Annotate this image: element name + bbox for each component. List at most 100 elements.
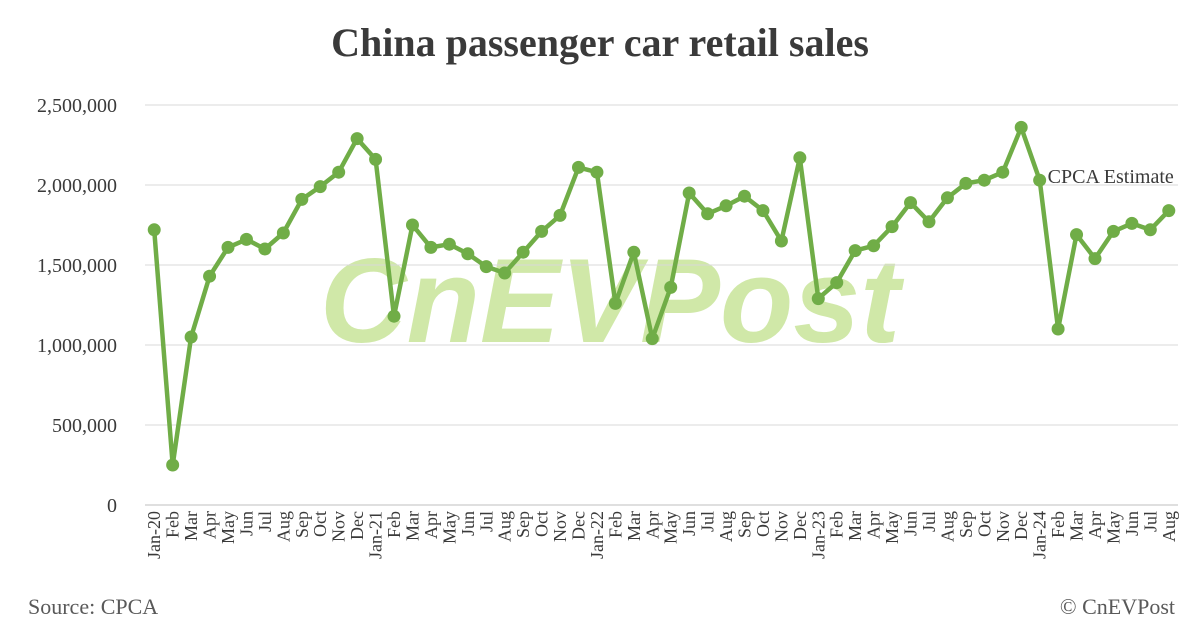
data-point xyxy=(645,332,659,346)
x-tick-label: Apr xyxy=(200,511,220,539)
y-tick-label: 500,000 xyxy=(52,415,117,437)
source-label: Source: CPCA xyxy=(28,594,158,619)
y-tick-label: 1,000,000 xyxy=(37,335,117,357)
y-tick-label: 0 xyxy=(107,495,117,517)
x-tick-label: Feb xyxy=(163,511,183,538)
x-tick-label: Nov xyxy=(771,511,791,542)
data-point xyxy=(867,239,881,253)
data-point xyxy=(1162,204,1176,218)
data-point xyxy=(479,260,493,274)
data-point xyxy=(350,132,364,146)
x-tick-label: Jul xyxy=(919,511,939,532)
data-point xyxy=(1033,173,1047,187)
x-tick-label: Feb xyxy=(384,511,404,538)
data-point xyxy=(571,160,585,174)
x-tick-label: Dec xyxy=(568,511,588,540)
data-point xyxy=(1051,322,1065,336)
data-point xyxy=(719,199,733,213)
x-tick-label: Apr xyxy=(642,511,662,539)
chart-title: China passenger car retail sales xyxy=(331,20,869,65)
x-tick-label: Aug xyxy=(273,511,293,542)
x-tick-label: Aug xyxy=(716,511,736,542)
x-tick-label: May xyxy=(218,511,238,544)
data-point xyxy=(959,176,973,190)
y-tick-label: 2,500,000 xyxy=(37,95,117,117)
x-tick-label: Apr xyxy=(1085,511,1105,539)
x-tick-label: Apr xyxy=(864,511,884,539)
x-tick-label: Oct xyxy=(753,511,773,537)
data-point xyxy=(147,223,161,237)
data-point xyxy=(295,192,309,206)
data-point xyxy=(811,292,825,306)
data-point xyxy=(553,208,567,222)
x-tick-label: Jun xyxy=(1122,511,1142,536)
x-tick-label: Feb xyxy=(827,511,847,538)
data-point xyxy=(590,165,604,179)
y-axis: 0 500,000 1,000,000 1,500,000 2,000,000 2,500… xyxy=(37,95,117,517)
x-tick-label: Mar xyxy=(845,511,865,541)
data-point xyxy=(1125,216,1139,230)
x-tick-label: Oct xyxy=(974,511,994,537)
data-point xyxy=(405,218,419,232)
x-axis: Jan-20FebMarAprMayJunJulAugSepOctNovDecJ… xyxy=(144,511,1179,559)
x-tick-label: Sep xyxy=(513,511,533,538)
data-point xyxy=(1070,228,1084,242)
x-tick-label: Nov xyxy=(993,511,1013,542)
x-tick-label: Nov xyxy=(550,511,570,542)
data-point xyxy=(535,224,549,238)
annotation-cpca-estimate: CPCA Estimate xyxy=(1048,166,1174,188)
x-tick-label: May xyxy=(439,511,459,544)
x-tick-label: Jul xyxy=(1140,511,1160,532)
data-point xyxy=(904,196,918,210)
data-point xyxy=(738,189,752,203)
data-point xyxy=(977,173,991,187)
data-point xyxy=(239,232,253,246)
x-tick-label: Jun xyxy=(679,511,699,536)
x-tick-label: Jan-21 xyxy=(366,511,386,559)
data-point xyxy=(461,247,475,261)
x-tick-label: Mar xyxy=(402,511,422,541)
x-tick-label: Mar xyxy=(181,511,201,541)
x-tick-label: Jun xyxy=(901,511,921,536)
data-point xyxy=(885,220,899,234)
x-tick-label: Feb xyxy=(1048,511,1068,538)
data-point xyxy=(442,237,456,251)
data-points xyxy=(147,120,1176,472)
x-tick-label: Aug xyxy=(1159,511,1179,542)
x-tick-label: May xyxy=(661,511,681,544)
data-point xyxy=(424,240,438,254)
x-tick-label: Jul xyxy=(255,511,275,532)
x-tick-label: Jul xyxy=(698,511,718,532)
data-point xyxy=(608,296,622,310)
x-tick-label: Jun xyxy=(458,511,478,536)
data-point xyxy=(1143,223,1157,237)
data-point xyxy=(387,309,401,323)
gridlines xyxy=(145,104,1178,426)
data-point xyxy=(996,165,1010,179)
data-point xyxy=(1088,252,1102,266)
x-tick-label: Feb xyxy=(605,511,625,538)
x-tick-label: Jan-24 xyxy=(1030,511,1050,559)
data-point xyxy=(830,276,844,290)
x-tick-label: Sep xyxy=(292,511,312,538)
x-tick-label: Jul xyxy=(476,511,496,532)
x-tick-label: Nov xyxy=(329,511,349,542)
data-point xyxy=(184,330,198,344)
data-point xyxy=(258,242,272,256)
data-point xyxy=(682,186,696,200)
data-point xyxy=(276,226,290,240)
x-tick-label: May xyxy=(882,511,902,544)
data-point xyxy=(1014,120,1028,134)
x-tick-label: Aug xyxy=(495,511,515,542)
data-point xyxy=(848,244,862,258)
data-point xyxy=(332,165,346,179)
x-tick-label: Jan-20 xyxy=(144,511,164,559)
data-point xyxy=(922,215,936,229)
x-tick-label: Dec xyxy=(790,511,810,540)
data-point xyxy=(166,458,180,472)
data-point xyxy=(627,245,641,259)
data-point xyxy=(664,280,678,294)
x-tick-label: Sep xyxy=(735,511,755,538)
data-point xyxy=(1106,224,1120,238)
